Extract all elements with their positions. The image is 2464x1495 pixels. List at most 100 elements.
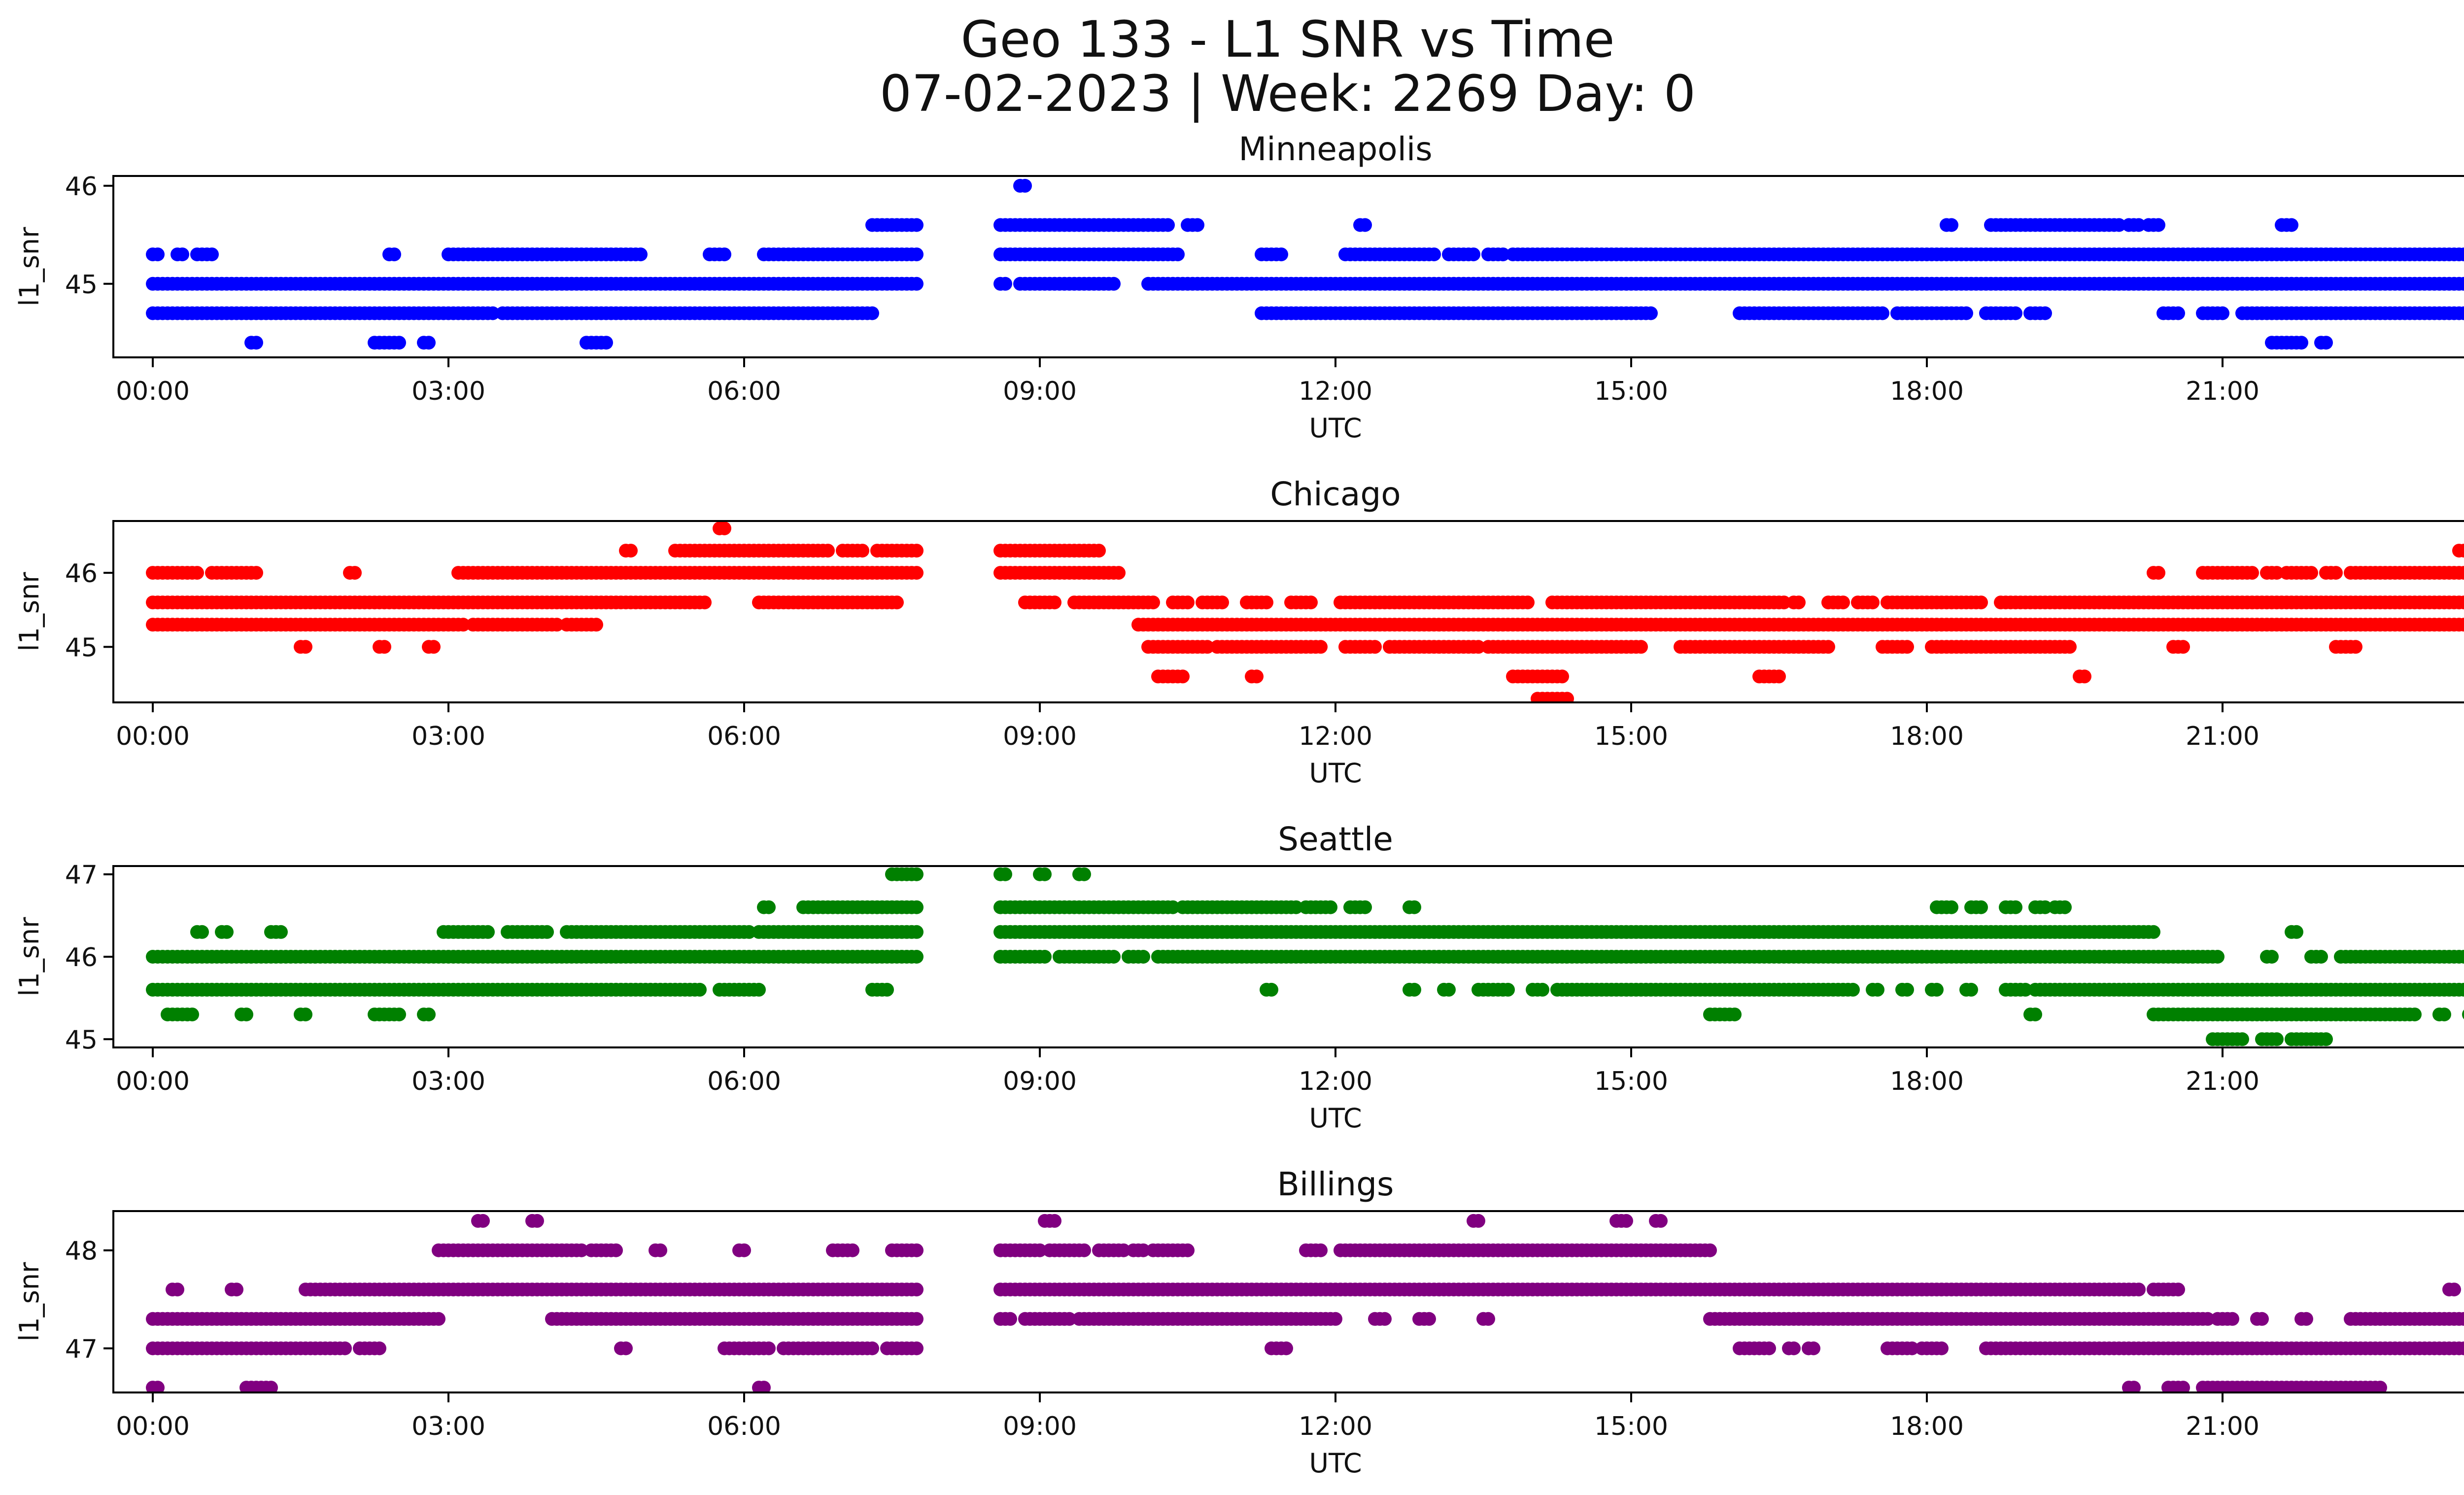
data-point	[1935, 1341, 1949, 1356]
data-point	[1265, 982, 1278, 997]
data-point	[1136, 950, 1150, 964]
data-point	[762, 1341, 776, 1356]
data-point	[856, 544, 869, 558]
data-point	[2437, 1008, 2451, 1022]
axes-frame	[112, 175, 2464, 358]
data-point	[1176, 669, 1190, 684]
data-point	[737, 1243, 751, 1257]
data-point	[2299, 1312, 2313, 1326]
x-tick-label: 12:00	[1299, 377, 1372, 406]
data-point	[2457, 1341, 2464, 1356]
data-point	[249, 566, 263, 580]
x-tick-label: 09:00	[1003, 1067, 1077, 1096]
x-tick-label: 12:00	[1299, 722, 1372, 751]
data-point	[2028, 1008, 2042, 1022]
data-point	[432, 1312, 445, 1326]
data-point	[1974, 900, 1988, 914]
data-point	[1560, 692, 1574, 702]
data-points-billings	[146, 1214, 2464, 1392]
data-point	[1900, 640, 1914, 654]
data-point	[2009, 900, 2022, 914]
data-point	[2457, 982, 2464, 997]
data-point	[2457, 277, 2464, 291]
data-point	[1279, 1341, 1293, 1356]
data-point	[1038, 950, 1052, 964]
data-point	[1945, 218, 1958, 232]
data-point	[2147, 925, 2160, 939]
data-point	[2265, 950, 2279, 964]
data-points-minneapolis	[146, 178, 2464, 350]
data-point	[1930, 982, 1944, 997]
data-point	[299, 640, 312, 654]
data-point	[1407, 982, 1421, 997]
data-point	[1467, 247, 1480, 262]
data-point	[486, 306, 500, 320]
x-tick-label: 15:00	[1594, 1067, 1668, 1096]
data-point	[910, 544, 924, 558]
data-point	[2270, 1032, 2284, 1046]
data-point	[1762, 1341, 1776, 1356]
data-point	[1077, 867, 1091, 881]
data-point	[1200, 640, 1214, 654]
x-tick-label: 03:00	[411, 1067, 485, 1096]
x-tick-label: 03:00	[411, 377, 485, 406]
data-point	[1501, 982, 1515, 997]
data-point	[693, 982, 707, 997]
data-point	[718, 522, 731, 535]
x-tick-label: 15:00	[1594, 722, 1668, 751]
data-point	[1496, 247, 1510, 262]
data-point	[910, 566, 924, 580]
data-point	[1871, 982, 1884, 997]
data-point	[2171, 306, 2185, 320]
data-point	[2270, 566, 2284, 580]
data-point	[890, 595, 904, 610]
data-point	[1772, 669, 1786, 684]
data-point	[1329, 1312, 1342, 1326]
data-point	[910, 1243, 924, 1257]
data-point	[2457, 595, 2464, 610]
data-point	[910, 950, 924, 964]
panel-title: Minneapolis	[1238, 130, 1432, 168]
data-point	[1003, 1312, 1017, 1326]
data-point	[1048, 595, 1061, 610]
data-point	[2462, 620, 2464, 630]
data-point	[1378, 1312, 1392, 1326]
data-point	[249, 336, 263, 350]
data-point	[1959, 306, 1973, 320]
data-point	[2255, 1312, 2269, 1326]
x-tick-label: 06:00	[707, 1067, 781, 1096]
data-point	[230, 1283, 243, 1297]
data-point	[1555, 669, 1569, 684]
data-point	[1161, 218, 1175, 232]
data-point	[2063, 640, 2077, 654]
data-point	[171, 1283, 184, 1297]
data-point	[2462, 249, 2464, 259]
data-point	[2329, 566, 2343, 580]
data-point	[2462, 1314, 2464, 1324]
data-point	[1274, 247, 1288, 262]
data-point	[910, 867, 924, 881]
data-point	[1077, 1243, 1091, 1257]
x-tick-label: 15:00	[1594, 377, 1668, 406]
data-point	[589, 618, 603, 632]
data-point	[2019, 982, 2032, 997]
data-point	[481, 925, 495, 939]
y-axis-label: l1_snr	[14, 917, 45, 997]
data-point	[1358, 900, 1372, 914]
data-point	[1112, 566, 1126, 580]
data-point	[2319, 336, 2333, 350]
data-point	[865, 306, 879, 320]
data-point	[1314, 1243, 1328, 1257]
data-point	[599, 336, 613, 350]
data-points-seattle	[146, 867, 2464, 1046]
x-tick-label: 18:00	[1890, 377, 1964, 406]
data-point	[634, 247, 648, 262]
data-point	[698, 595, 712, 610]
data-point	[2290, 925, 2303, 939]
data-point	[1974, 595, 1988, 610]
data-point	[190, 566, 204, 580]
data-point	[2132, 218, 2146, 232]
